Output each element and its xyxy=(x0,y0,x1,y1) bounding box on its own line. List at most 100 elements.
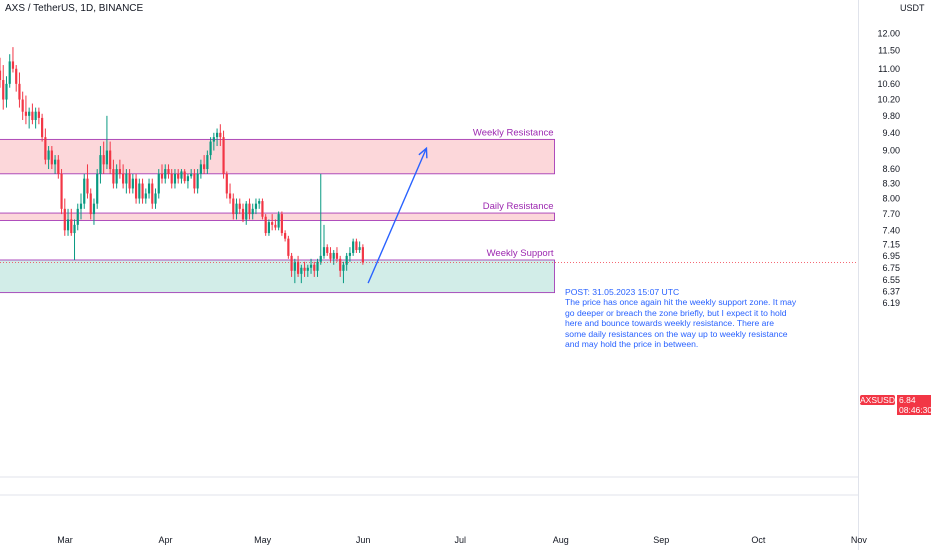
candle-body xyxy=(60,173,63,209)
candle-body xyxy=(248,203,251,215)
weekly-support-label: Weekly Support xyxy=(487,248,554,259)
x-tick-label: May xyxy=(254,535,272,545)
candle-body xyxy=(326,247,329,253)
candle-body xyxy=(8,61,11,84)
candle-body xyxy=(21,99,24,112)
candle-body xyxy=(293,261,296,271)
x-tick-label: Jul xyxy=(455,535,467,545)
candle-body xyxy=(141,183,144,199)
y-tick-label: 7.70 xyxy=(882,209,900,219)
candle-body xyxy=(335,252,339,259)
candle-body xyxy=(319,255,322,262)
candle-body xyxy=(313,264,316,271)
candle-body xyxy=(154,193,157,204)
badge-price: 6.84 xyxy=(897,395,931,405)
candle-body xyxy=(251,208,254,215)
x-tick-label: Aug xyxy=(553,535,569,545)
candle-body xyxy=(219,132,222,138)
candle-body xyxy=(177,173,180,179)
candle-body xyxy=(206,155,209,170)
candle-body xyxy=(180,171,183,179)
candle-body xyxy=(50,150,53,165)
candle-body xyxy=(183,171,186,182)
y-tick-label: 7.15 xyxy=(882,239,900,249)
candle-body xyxy=(105,150,109,165)
candle-body xyxy=(0,70,2,81)
candle-body xyxy=(258,201,261,204)
y-tick-label: 10.60 xyxy=(877,79,900,89)
candle-body xyxy=(122,173,125,184)
candle-body xyxy=(332,252,335,259)
candle-body xyxy=(267,222,271,234)
candle-body xyxy=(76,208,79,225)
candle-body xyxy=(225,173,228,194)
candle-body xyxy=(215,132,219,138)
y-tick-label: 8.00 xyxy=(882,194,900,204)
candle-body xyxy=(245,203,248,220)
candle-body xyxy=(322,247,326,256)
candle-body xyxy=(37,111,40,118)
y-tick-label: 10.20 xyxy=(877,95,900,105)
candle-body xyxy=(160,173,164,179)
candle-body xyxy=(2,80,5,100)
candle-body xyxy=(271,222,274,225)
badge-countdown: 08:46:30 xyxy=(897,405,932,415)
candle-body xyxy=(203,164,206,170)
candle-body xyxy=(79,203,83,209)
y-tick-label: 8.30 xyxy=(882,179,900,189)
chart-title: AXS / TetherUS, 1D, BINANCE xyxy=(5,3,144,14)
candle-body xyxy=(115,169,118,184)
price-axis-currency: USDT xyxy=(900,3,925,13)
candle-body xyxy=(241,208,245,220)
candle-body xyxy=(222,137,225,174)
candle-body xyxy=(96,173,99,204)
candle-body xyxy=(11,61,15,69)
candle-body xyxy=(5,83,8,100)
y-tick-label: 11.50 xyxy=(878,46,900,56)
y-tick-label: 6.95 xyxy=(882,251,900,261)
weekly-resistance-label: Weekly Resistance xyxy=(473,127,554,138)
candle-body xyxy=(73,224,76,234)
note-post-date: POST: 31.05.2023 15:07 UTC xyxy=(565,287,680,297)
candle-body xyxy=(196,173,199,189)
candle-body xyxy=(284,233,287,239)
daily-resistance-zone xyxy=(0,212,555,221)
candle-body xyxy=(358,247,361,251)
badge-symbol: AXSUSDT xyxy=(860,395,901,405)
candle-body xyxy=(57,159,60,174)
candle-body xyxy=(238,203,241,209)
candle-body xyxy=(138,183,141,199)
candle-body xyxy=(296,261,300,274)
candle-body xyxy=(339,258,342,271)
candle-body xyxy=(147,183,151,194)
candle-body xyxy=(306,267,309,271)
candle-body xyxy=(348,252,352,256)
candle-body xyxy=(199,164,202,174)
analysis-note: POST: 31.05.2023 15:07 UTC The price has… xyxy=(565,287,797,349)
projection-arrow-line xyxy=(367,147,428,284)
candle-body xyxy=(361,247,364,263)
candle-body xyxy=(41,117,44,138)
candle-body xyxy=(277,214,280,228)
candle-body xyxy=(24,111,28,116)
candle-body xyxy=(235,203,238,215)
x-tick-label: Apr xyxy=(158,535,172,545)
candle-body xyxy=(66,219,70,231)
candle-body xyxy=(228,193,232,199)
candle-body xyxy=(53,159,57,165)
candle-body xyxy=(118,169,121,174)
candle-body xyxy=(173,173,177,184)
candle-body xyxy=(303,267,306,271)
candle-body xyxy=(342,264,345,271)
candle-body xyxy=(355,241,358,251)
x-tick-label: Sep xyxy=(653,535,669,545)
candle-body xyxy=(134,178,138,199)
projection-arrow-head xyxy=(418,146,428,159)
candle-body xyxy=(316,261,319,271)
x-tick-label: Oct xyxy=(751,535,766,545)
candle-body xyxy=(209,141,212,156)
candle-body xyxy=(212,137,215,142)
candle-body xyxy=(28,111,31,116)
candle-body xyxy=(186,176,190,182)
